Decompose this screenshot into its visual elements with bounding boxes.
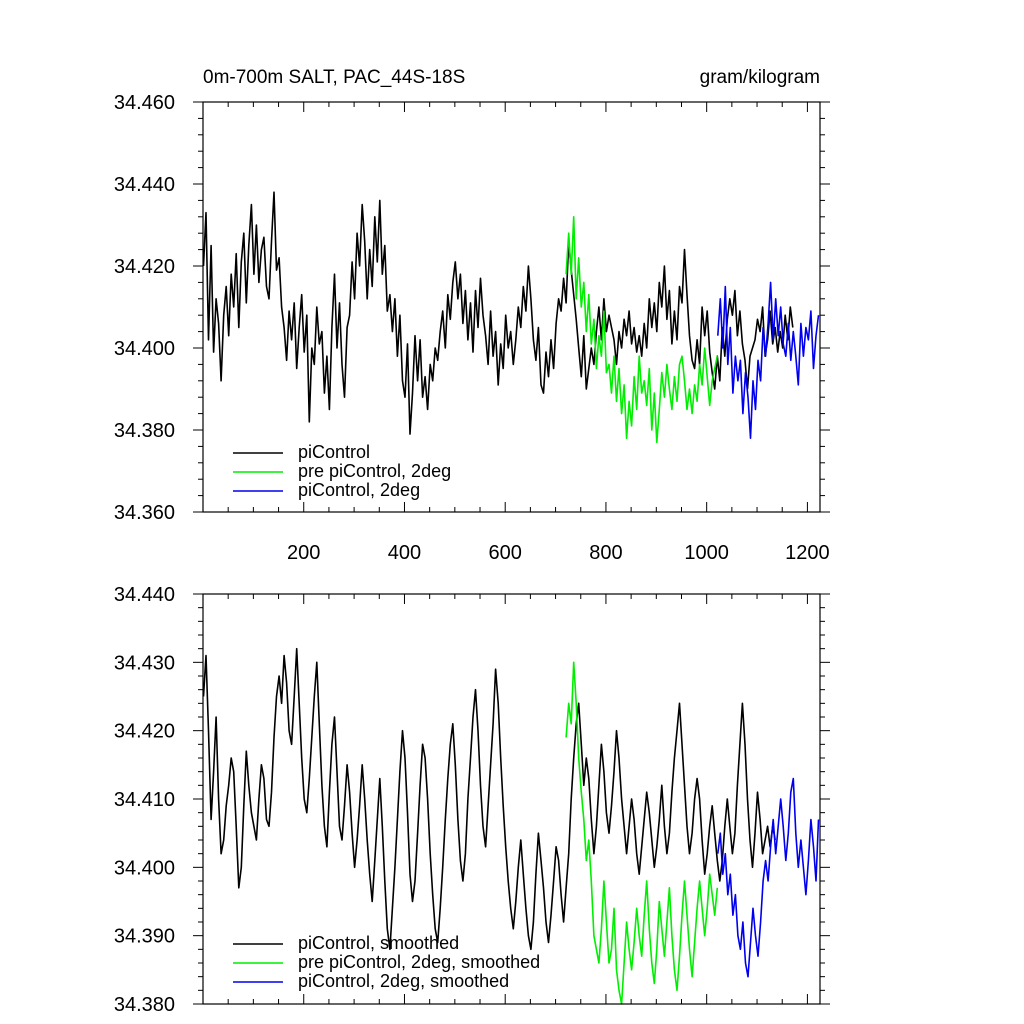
x-tick-label: 1000: [684, 542, 729, 564]
top-panel-ticks: [193, 101, 830, 513]
series-line-piControl-2deg: [717, 281, 820, 440]
series-line-piControl-2deg: [717, 777, 820, 978]
legend-label: piControl, smoothed: [298, 933, 459, 953]
legend-label: pre piControl, 2deg, smoothed: [298, 952, 540, 972]
legend-label: pre piControl, 2deg: [298, 461, 451, 481]
bottom-panel-series: [202, 647, 820, 1005]
series-line-piControl: [202, 191, 794, 435]
series-line-pre-piControl-2deg: [565, 216, 719, 444]
top-panel-title: 0m-700m SALT, PAC_44S-18S: [203, 67, 465, 88]
x-tick-label: 600: [489, 542, 522, 564]
x-tick-label: 1200: [785, 542, 830, 564]
series-line-piControl: [202, 647, 776, 951]
x-tick-label: 200: [287, 542, 320, 564]
top-panel-units: gram/kilogram: [700, 67, 820, 88]
top-panel-tick-labels: 34.360 34.380 34.400 34.420 34.440 34.460 200 4…: [114, 92, 830, 564]
y-tick-label: 34.390: [114, 926, 175, 948]
x-tick-label: 800: [589, 542, 622, 564]
series-line-pre-piControl-2deg: [565, 661, 719, 1005]
y-tick-label: 34.380: [114, 420, 175, 442]
bottom-panel: 34.380 34.390 34.400 34.410 34.420 34.430 34.4…: [114, 584, 830, 1016]
y-tick-label: 34.380: [114, 994, 175, 1016]
bottom-panel-ticks: [193, 593, 830, 1005]
top-panel-frame: [202, 101, 821, 513]
y-tick-label: 34.410: [114, 789, 175, 811]
y-tick-label: 34.440: [114, 584, 175, 606]
legend-label: piControl, 2deg: [298, 480, 420, 500]
top-panel: 0m-700m SALT, PAC_44S-18S gram/kilogram …: [114, 67, 830, 564]
x-tick-label: 400: [388, 542, 421, 564]
y-tick-label: 34.420: [114, 256, 175, 278]
bottom-panel-frame: [202, 593, 821, 1005]
top-panel-series: [202, 191, 820, 444]
legend-label: piControl: [298, 442, 370, 462]
legend-label: piControl, 2deg, smoothed: [298, 971, 509, 991]
y-tick-label: 34.360: [114, 502, 175, 524]
y-tick-label: 34.400: [114, 857, 175, 879]
y-tick-label: 34.400: [114, 338, 175, 360]
y-tick-label: 34.440: [114, 174, 175, 196]
y-tick-label: 34.420: [114, 721, 175, 743]
y-tick-label: 34.430: [114, 652, 175, 674]
y-tick-label: 34.460: [114, 92, 175, 114]
bottom-panel-tick-labels: 34.380 34.390 34.400 34.410 34.420 34.430 34.4…: [114, 584, 175, 1016]
